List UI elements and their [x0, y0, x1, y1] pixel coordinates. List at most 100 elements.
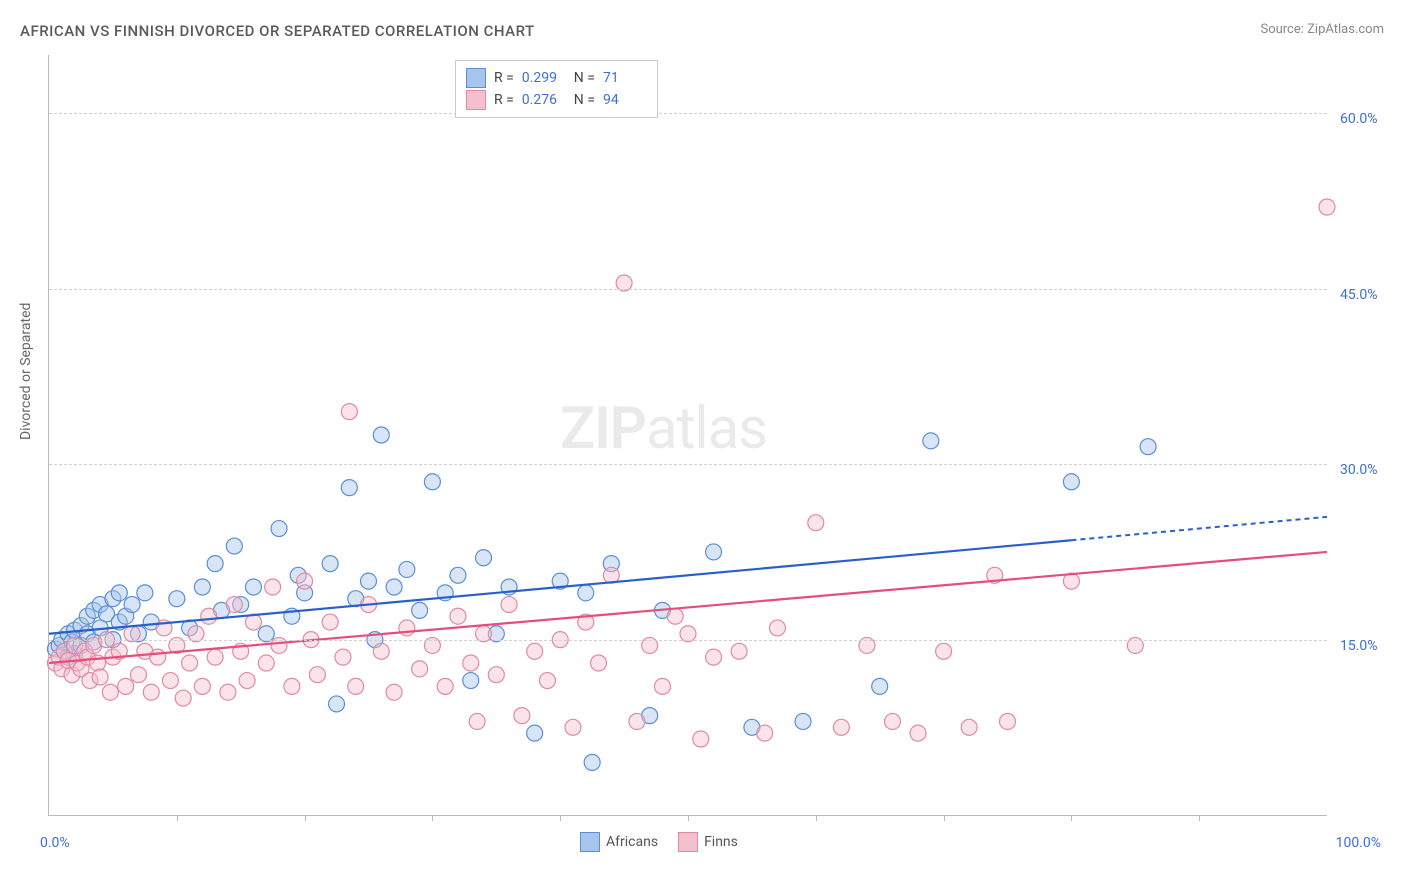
legend-item-finns: Finns	[678, 832, 738, 852]
data-point-finns	[201, 608, 217, 624]
data-point-africans	[322, 556, 338, 572]
data-point-finns	[130, 667, 146, 683]
data-point-finns	[514, 708, 530, 724]
legend-item-africans: Africans	[580, 832, 658, 852]
gridline	[49, 464, 1327, 465]
data-point-finns	[335, 649, 351, 665]
gridline	[49, 640, 1327, 641]
data-point-finns	[386, 684, 402, 700]
chart-title: AFRICAN VS FINNISH DIVORCED OR SEPARATED…	[20, 22, 535, 40]
legend-bottom-label-africans: Africans	[606, 834, 658, 850]
data-point-africans	[207, 556, 223, 572]
data-point-finns	[239, 673, 255, 689]
data-point-finns	[284, 678, 300, 694]
data-point-africans	[795, 713, 811, 729]
data-point-africans	[329, 696, 345, 712]
data-point-finns	[469, 713, 485, 729]
data-point-finns	[884, 713, 900, 729]
data-point-finns	[437, 678, 453, 694]
data-point-africans	[271, 521, 287, 537]
x-tick	[1199, 815, 1200, 821]
data-point-finns	[265, 579, 281, 595]
data-point-finns	[182, 655, 198, 671]
data-point-finns	[961, 719, 977, 735]
x-tick	[177, 815, 178, 821]
data-point-finns	[220, 684, 236, 700]
legend-bottom-swatch-finns	[678, 832, 698, 852]
data-point-africans	[137, 585, 153, 601]
data-point-africans	[1063, 474, 1079, 490]
data-point-finns	[373, 643, 389, 659]
legend-swatch-africans	[466, 68, 486, 88]
data-point-finns	[309, 667, 325, 683]
legend-row-africans: R =0.299N =71	[466, 67, 647, 89]
legend-bottom-swatch-africans	[580, 832, 600, 852]
legend-bottom-label-finns: Finns	[704, 834, 738, 850]
data-point-finns	[565, 719, 581, 735]
data-point-finns	[175, 690, 191, 706]
legend-swatch-finns	[466, 90, 486, 110]
data-point-africans	[872, 678, 888, 694]
legend-n-value-finns: 94	[603, 92, 647, 108]
x-axis-max-label: 100.0%	[1336, 835, 1381, 851]
data-point-finns	[757, 725, 773, 741]
data-point-africans	[169, 591, 185, 607]
data-point-finns	[207, 649, 223, 665]
data-point-finns	[150, 649, 166, 665]
legend-r-label: R =	[494, 70, 514, 86]
data-point-finns	[488, 667, 504, 683]
data-point-finns	[297, 573, 313, 589]
data-point-africans	[226, 538, 242, 554]
data-point-africans	[361, 573, 377, 589]
data-point-africans	[399, 561, 415, 577]
legend-r-value-africans: 0.299	[522, 70, 566, 86]
data-point-africans	[424, 474, 440, 490]
legend-r-label: R =	[494, 92, 514, 108]
data-point-africans	[706, 544, 722, 560]
data-point-finns	[654, 678, 670, 694]
legend-r-value-finns: 0.276	[522, 92, 566, 108]
data-point-finns	[539, 673, 555, 689]
gridline	[49, 289, 1327, 290]
data-point-finns	[92, 669, 108, 685]
x-axis-min-label: 0.0%	[40, 835, 70, 851]
data-point-finns	[258, 655, 274, 671]
data-point-finns	[591, 655, 607, 671]
y-tick-label: 60.0%	[1340, 111, 1378, 127]
data-point-finns	[102, 684, 118, 700]
x-tick	[305, 815, 306, 821]
data-point-africans	[124, 597, 140, 613]
data-point-finns	[731, 643, 747, 659]
correlation-legend: R =0.299N =71R =0.276N =94	[455, 60, 658, 118]
data-point-finns	[118, 678, 134, 694]
data-point-finns	[463, 655, 479, 671]
data-point-africans	[341, 480, 357, 496]
source-attribution: Source: ZipAtlas.com	[1260, 22, 1384, 37]
data-point-finns	[1000, 713, 1016, 729]
data-point-finns	[322, 614, 338, 630]
data-point-africans	[476, 550, 492, 566]
x-tick	[432, 815, 433, 821]
series-legend: Africans Finns	[580, 832, 738, 852]
data-point-finns	[833, 719, 849, 735]
data-point-finns	[693, 731, 709, 747]
data-point-africans	[1140, 439, 1156, 455]
data-point-finns	[910, 725, 926, 741]
data-point-finns	[450, 608, 466, 624]
x-tick	[560, 815, 561, 821]
data-point-africans	[386, 579, 402, 595]
data-point-africans	[373, 427, 389, 443]
legend-n-label: N =	[574, 70, 595, 86]
y-tick-label: 45.0%	[1340, 287, 1378, 303]
plot-area	[48, 55, 1327, 816]
x-tick	[1071, 815, 1072, 821]
data-point-finns	[706, 649, 722, 665]
legend-n-label: N =	[574, 92, 595, 108]
data-point-africans	[450, 567, 466, 583]
legend-row-finns: R = 0.276 N = 94	[466, 89, 647, 111]
data-point-finns	[143, 684, 159, 700]
data-point-finns	[162, 673, 178, 689]
x-tick	[688, 815, 689, 821]
data-point-africans	[578, 585, 594, 601]
data-point-finns	[1319, 199, 1335, 215]
